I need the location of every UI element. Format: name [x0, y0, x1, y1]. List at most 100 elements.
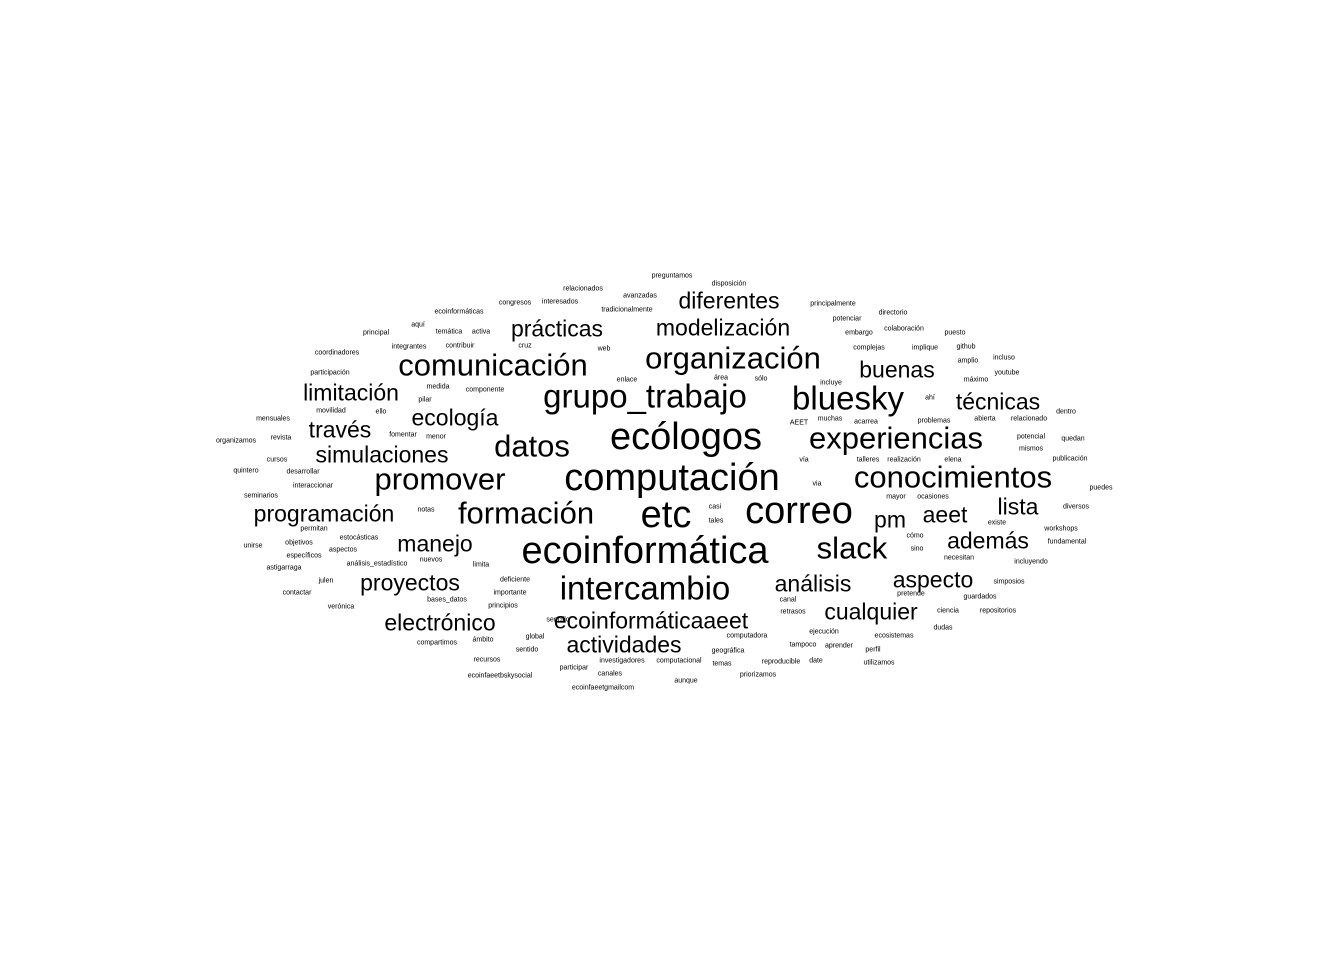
- word-perfil: perfil: [865, 646, 881, 654]
- word-sino: sino: [910, 545, 924, 553]
- word-principal: principal: [362, 329, 390, 337]
- word-aeet: aeet: [922, 501, 968, 528]
- word-aeet: AEET: [789, 419, 809, 427]
- word-limitacion: limitación: [303, 379, 399, 406]
- word-simulaciones: simulaciones: [315, 441, 449, 468]
- word-computacion: computación: [564, 457, 780, 499]
- word-interaccionar: interaccionar: [292, 482, 334, 490]
- word-tematica: temática: [435, 328, 463, 336]
- word-dudas: dudas: [933, 624, 953, 632]
- word-revista: revista: [270, 434, 292, 442]
- word-principios: principios: [488, 602, 518, 610]
- word-especificos: específicos: [286, 552, 322, 560]
- word-geografica: geográfica: [711, 647, 745, 655]
- word-mayor: mayor: [886, 493, 906, 501]
- word-solo: sólo: [754, 375, 768, 383]
- word-global: global: [525, 633, 545, 641]
- word-repositorios: repositorios: [979, 607, 1017, 615]
- word-computacional: computacional: [656, 657, 702, 665]
- word-actividades: actividades: [566, 631, 682, 658]
- word-ecoinfaeetgmailcom: ecoinfaeetgmailcom: [571, 684, 635, 692]
- word-analisis: análisis: [774, 570, 852, 597]
- word-deficiente: deficiente: [500, 576, 530, 584]
- word-incluyendo: incluyendo: [1014, 558, 1048, 566]
- word-github: github: [956, 343, 976, 351]
- word-ecologia: ecología: [411, 404, 499, 431]
- word-retrasos: retrasos: [780, 608, 806, 616]
- word-medida: medida: [426, 383, 450, 391]
- word-limita: limita: [472, 561, 490, 569]
- word-electronico: electrónico: [384, 609, 496, 636]
- word-como: cómo: [906, 532, 924, 540]
- word-veronica: verónica: [327, 603, 355, 611]
- word-incluso: incluso: [993, 354, 1015, 362]
- word-relacionado: relacionado: [1010, 415, 1048, 423]
- word-reproducible: reproducible: [761, 658, 801, 666]
- word-complejas: complejas: [853, 344, 885, 352]
- word-ecologos: ecólogos: [609, 416, 763, 458]
- word-intercambio: intercambio: [559, 569, 731, 607]
- word-desarrollar: desarrollar: [286, 468, 320, 476]
- word-experiencias: experiencias: [808, 420, 984, 456]
- word-aqui: aquí: [411, 321, 425, 329]
- word-nuevos: nuevos: [419, 556, 443, 564]
- word-puesto: puesto: [944, 329, 966, 337]
- word-incluye: incluye: [820, 379, 842, 387]
- word-aunque: aunque: [674, 677, 698, 685]
- word-dentro: dentro: [1056, 408, 1076, 416]
- word-programacion: programación: [253, 500, 395, 527]
- word-via: vía: [799, 456, 809, 464]
- word-maximo: máximo: [963, 376, 989, 384]
- word-datos: datos: [494, 428, 570, 464]
- word-disposicion: disposición: [711, 280, 747, 288]
- word-ciencia: ciencia: [937, 607, 959, 615]
- word-importante: importante: [493, 589, 527, 597]
- word-slack: slack: [816, 530, 888, 566]
- word-elena: elena: [944, 456, 962, 464]
- word-fundamental: fundamental: [1047, 538, 1087, 546]
- word-ecoinformaticas: ecoinformáticas: [434, 308, 484, 316]
- word-lista: lista: [997, 493, 1039, 520]
- word-necesitan: necesitan: [944, 554, 974, 562]
- word-ecoinformatica: ecoinformática: [521, 530, 769, 572]
- word-pm: pm: [874, 506, 906, 533]
- word-astigarraga: astigarraga: [266, 564, 302, 572]
- word-permitan: permitan: [300, 525, 328, 533]
- word-ecoinfaeetbskysocial: ecoinfaeetbskysocial: [467, 672, 533, 680]
- word-quedan: quedan: [1061, 435, 1085, 443]
- word-via: via: [812, 480, 822, 488]
- word-ambito: ámbito: [472, 636, 494, 644]
- word-menor: menor: [426, 433, 446, 441]
- word-computadora: computadora: [726, 632, 768, 640]
- word-implique: implique: [911, 344, 939, 352]
- word-amplio: amplio: [957, 357, 979, 365]
- word-etc: etc: [640, 494, 692, 536]
- word-analisis-estadistico: análisis_estadístico: [346, 560, 408, 568]
- word-avanzadas: avanzadas: [623, 292, 657, 300]
- word-cruz: cruz: [518, 342, 532, 350]
- word-ocasiones: ocasiones: [917, 493, 949, 501]
- word-investigadores: investigadores: [599, 657, 645, 665]
- word-movilidad: movilidad: [316, 407, 346, 415]
- word-date: date: [809, 657, 823, 665]
- word-quintero: quintero: [233, 467, 259, 475]
- word-area: área: [713, 374, 729, 382]
- word-organizamos: organizamos: [215, 437, 257, 445]
- word-tradicionalmente: tradicionalmente: [601, 306, 653, 314]
- word-canal: canal: [779, 596, 797, 604]
- word-principalmente: principalmente: [810, 300, 856, 308]
- word-realizacion: realización: [887, 456, 921, 464]
- word-abierta: abierta: [974, 415, 996, 423]
- word-preguntamos: preguntamos: [651, 272, 693, 280]
- word-directorio: directorio: [878, 309, 908, 317]
- word-ejecucion: ejecución: [809, 628, 839, 636]
- word-potenciar: potenciar: [832, 315, 862, 323]
- word-participacion: participación: [310, 369, 350, 377]
- word-cualquier: cualquier: [824, 598, 918, 625]
- word-pretende: pretende: [897, 590, 925, 598]
- word-correo: correo: [745, 490, 853, 532]
- word-comunicacion: comunicación: [398, 347, 588, 383]
- word-ahi: ahí: [925, 394, 935, 402]
- word-unirse: unirse: [243, 542, 263, 550]
- word-priorizamos: priorizamos: [739, 671, 777, 679]
